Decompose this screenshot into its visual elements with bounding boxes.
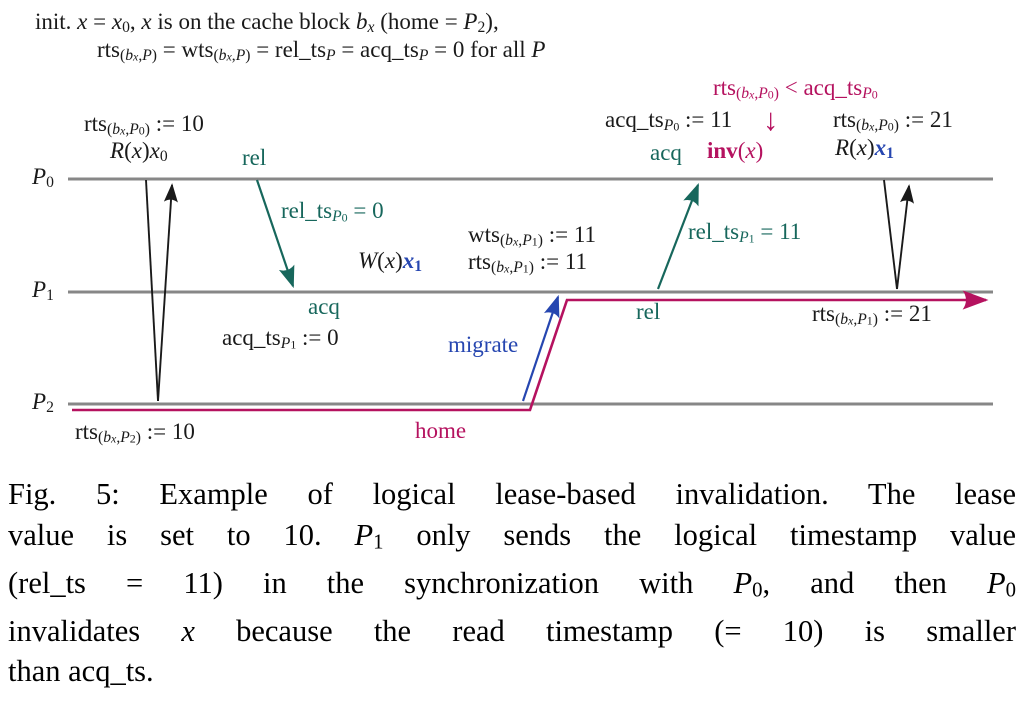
label-rel-2: rel <box>636 299 661 324</box>
label-invalidation-condition: rts(bx,P0) < acq_tsP0 <box>713 75 878 102</box>
read1-response-arrow <box>157 183 178 402</box>
rel-sync-arrow-p0-p1 <box>255 179 295 289</box>
label-rts-p1-21: rts(bx,P1) := 21 <box>812 301 932 328</box>
label-wts-p1-11: wts(bx,P1) := 11 <box>468 222 596 249</box>
caption-line-3: (rel_ts = 11) in the synchronization wit… <box>8 565 1016 602</box>
label-read-x1: R(x)x1 <box>835 135 894 162</box>
down-arrow-icon: ↓ <box>763 102 779 137</box>
label-rts-p2-10: rts(bx,P2) := 10 <box>75 419 195 446</box>
init-line-1: init. x = x0, x is on the cache block bx… <box>35 9 499 36</box>
read2-request-arrow <box>883 179 898 290</box>
init-line-2: rts(bx,P) = wts(bx,P) = rel_tsP = acq_ts… <box>97 37 546 64</box>
caption-line-2: value is set to 10. P1 only sends the lo… <box>8 517 1016 554</box>
label-rel-ts-p1-11: rel_tsP1 = 11 <box>688 219 802 246</box>
label-acq-ts-p1-0: acq_tsP1 := 0 <box>222 325 339 352</box>
process-label-p1: P1 <box>32 277 54 304</box>
label-inv-x: inv(x) <box>707 138 764 163</box>
caption-line-5: than acq_ts. <box>8 654 154 689</box>
label-acq-2: acq <box>650 140 682 165</box>
figure-caption: Fig. 5: Example of logical lease-based i… <box>8 474 1016 692</box>
label-read-x0: R(x)x0 <box>110 138 168 165</box>
label-rts-p1-11: rts(bx,P1) := 11 <box>468 249 588 276</box>
rel-sync-arrow-p1-p0 <box>656 182 700 290</box>
label-rts-p0-21: rts(bx,P0) := 21 <box>833 107 953 134</box>
migrate-arrow <box>521 294 560 402</box>
label-rel-ts-p0-0: rel_tsP0 = 0 <box>281 198 384 225</box>
label-migrate: migrate <box>448 332 519 357</box>
timeline-diagram: init. x = x0, x is on the cache block bx… <box>32 9 993 446</box>
read2-response-arrow <box>896 184 915 290</box>
label-write-x1: W(x)x1 <box>358 248 423 275</box>
process-label-p0: P0 <box>32 164 54 191</box>
label-rts-p0-10: rts(bx,P0) := 10 <box>84 111 204 138</box>
label-home: home <box>415 418 467 443</box>
caption-line-1: Fig. 5: Example of logical lease-based i… <box>8 477 1016 511</box>
caption-line-4: invalidates x because the read timestamp… <box>8 613 1016 648</box>
label-acq-ts-p0-11: acq_tsP0 := 11 <box>605 107 733 134</box>
label-rel-1: rel <box>242 145 267 170</box>
home-path <box>72 290 989 412</box>
read1-request-arrow <box>145 179 159 402</box>
process-label-p2: P2 <box>32 389 54 416</box>
label-acq-1: acq <box>308 294 340 319</box>
diagram-canvas <box>68 177 993 412</box>
